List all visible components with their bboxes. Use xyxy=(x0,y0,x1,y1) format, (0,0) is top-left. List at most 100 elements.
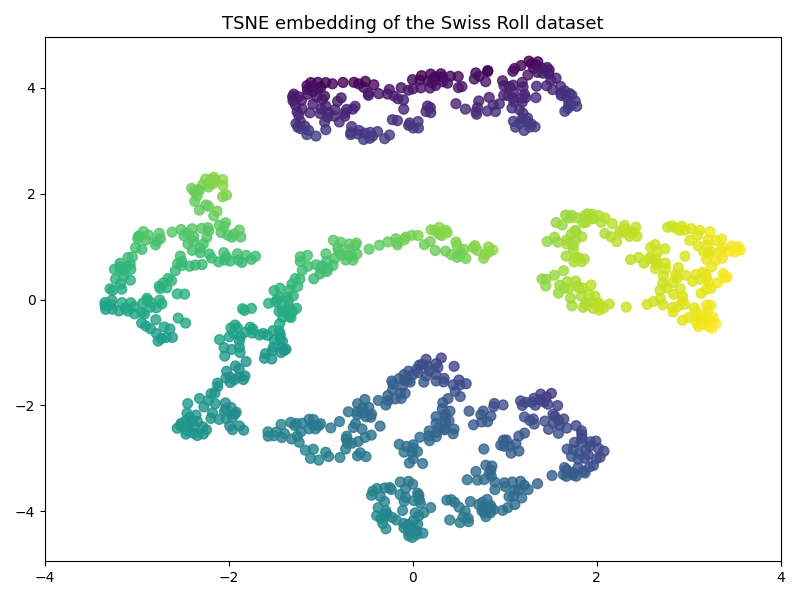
Point xyxy=(516,97,529,107)
Point xyxy=(497,436,510,445)
Point xyxy=(527,394,540,403)
Point xyxy=(191,417,204,427)
Point xyxy=(267,343,280,352)
Point xyxy=(259,349,272,358)
Point xyxy=(410,530,423,539)
Point xyxy=(114,262,126,272)
Point xyxy=(576,283,589,293)
Point xyxy=(700,270,713,280)
Point xyxy=(486,461,498,471)
Point xyxy=(275,433,288,442)
Point xyxy=(471,103,484,112)
Point xyxy=(582,290,595,299)
Point xyxy=(310,131,322,141)
Point xyxy=(478,508,490,518)
Point xyxy=(351,407,364,416)
Point xyxy=(216,175,229,184)
Point xyxy=(509,485,522,495)
Point xyxy=(571,281,584,291)
Point xyxy=(505,448,518,458)
Point xyxy=(360,452,373,461)
Point xyxy=(349,101,362,111)
Point xyxy=(106,304,118,314)
Point xyxy=(482,67,494,76)
Point xyxy=(218,351,231,361)
Point xyxy=(238,305,251,315)
Point xyxy=(710,319,722,328)
Point xyxy=(509,500,522,509)
Point xyxy=(358,395,371,404)
Point xyxy=(560,424,573,433)
Point xyxy=(220,373,233,383)
Point xyxy=(197,429,210,439)
Point xyxy=(197,239,210,249)
Point xyxy=(302,424,315,434)
Point xyxy=(575,426,588,436)
Point xyxy=(704,284,717,293)
Point xyxy=(516,77,529,87)
Point xyxy=(352,437,365,446)
Point xyxy=(543,65,556,75)
Point xyxy=(350,249,363,259)
Point xyxy=(141,296,154,305)
Point xyxy=(114,259,126,268)
Point xyxy=(166,227,178,237)
Point xyxy=(431,362,444,372)
Point xyxy=(705,247,718,256)
Point xyxy=(225,344,238,354)
Point xyxy=(531,479,544,488)
Point xyxy=(122,253,134,262)
Point xyxy=(482,247,495,257)
Point xyxy=(189,260,202,270)
Point xyxy=(550,73,562,83)
Point xyxy=(686,277,699,286)
Point xyxy=(182,239,194,249)
Point xyxy=(573,283,586,293)
Point xyxy=(426,78,438,88)
Point xyxy=(296,104,309,114)
Point xyxy=(542,425,555,434)
Point xyxy=(282,302,295,311)
Point xyxy=(289,100,302,110)
Point xyxy=(479,250,492,259)
Point xyxy=(328,254,341,263)
Point xyxy=(307,415,320,424)
Point xyxy=(445,495,458,505)
Point xyxy=(410,526,423,536)
Point xyxy=(373,241,386,250)
Point xyxy=(618,224,631,234)
Point xyxy=(548,271,561,280)
Point xyxy=(378,512,391,522)
Point xyxy=(178,231,190,241)
Point xyxy=(540,392,553,402)
Point xyxy=(471,475,484,485)
Point xyxy=(199,175,212,184)
Point xyxy=(620,302,633,312)
Point xyxy=(566,468,579,478)
Point xyxy=(345,128,358,137)
Point xyxy=(366,486,379,496)
Point xyxy=(482,92,495,102)
Point xyxy=(331,243,344,253)
Point xyxy=(413,360,426,370)
Point xyxy=(579,300,592,310)
Point xyxy=(448,362,461,371)
Point xyxy=(118,271,130,281)
Point xyxy=(531,68,544,77)
Point xyxy=(546,409,559,419)
Point xyxy=(551,401,564,410)
Point xyxy=(188,187,201,196)
Point xyxy=(567,240,580,250)
Point xyxy=(590,436,602,446)
Point xyxy=(218,255,231,265)
Point xyxy=(240,251,253,260)
Point xyxy=(398,389,411,398)
Point xyxy=(378,497,391,506)
Point xyxy=(364,128,377,137)
Point xyxy=(703,227,716,236)
Point xyxy=(690,311,702,320)
Point xyxy=(118,303,131,313)
Point xyxy=(357,403,370,412)
Point xyxy=(477,406,490,416)
Point xyxy=(238,425,250,435)
